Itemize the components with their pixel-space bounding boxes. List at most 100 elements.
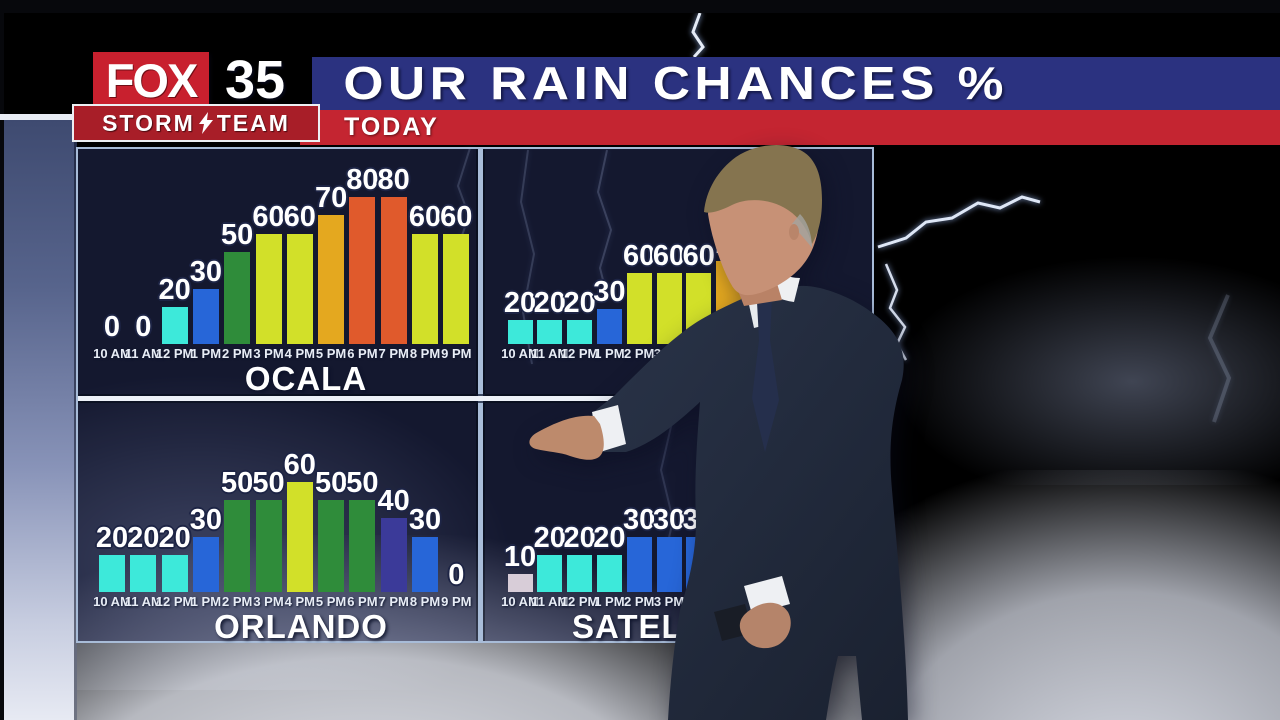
time-label: 5 PM [315, 594, 347, 609]
bar-value: 60 [252, 201, 285, 233]
bar-value: 60 [652, 240, 686, 272]
fox-logo-text: FOX [105, 53, 199, 107]
hair [704, 145, 822, 244]
time-label: 10 AM [501, 594, 539, 609]
bar-value: 30 [189, 504, 223, 536]
bar-value: 30 [623, 504, 656, 536]
bar [412, 537, 438, 592]
bar-value: 60 [283, 201, 316, 233]
forecast-panel-ocala: 10 AM 0 11 AM 0 12 PM 20 1 PM 30 2 PM 50 3 PM 60 4 P… [78, 149, 476, 397]
bar [255, 500, 282, 592]
bar [380, 518, 407, 592]
forecast-panel-orlando: 10 AM 20 11 AM 20 12 PM 20 1 PM 30 2 PM 50 3 PM 50 4… [78, 403, 476, 645]
time-label: 10 AM [93, 594, 131, 609]
time-label: 11 AM [531, 346, 569, 361]
bar [596, 555, 622, 592]
lightning-bolt-icon [691, 12, 705, 59]
bar-value: 60 [682, 240, 715, 272]
time-label: 10 AM [501, 346, 539, 361]
bar [567, 320, 593, 344]
bar [161, 307, 188, 344]
screen-left-bezel [0, 0, 4, 720]
time-label: 11 AM [531, 594, 569, 609]
lightning-bolt-icon [198, 112, 213, 134]
time-label: 2 PM [624, 594, 655, 609]
tie [752, 297, 779, 452]
subtitle-today: TODAY [344, 113, 439, 141]
bar [99, 555, 125, 592]
bar-value: 20 [158, 522, 191, 554]
time-label: 1 PM [190, 346, 222, 361]
bar [537, 320, 563, 344]
bar-value: 60 [623, 240, 656, 272]
time-label: 8 PM [409, 594, 441, 609]
bar [596, 309, 622, 344]
bar-value: 30 [593, 276, 626, 308]
bar-value: 80 [346, 164, 379, 196]
bar-value: 50 [221, 467, 254, 499]
time-label: 1 PM [594, 346, 625, 361]
lightning-bolt-icon [877, 195, 1041, 249]
bar-value: 20 [533, 522, 566, 554]
fox-logo: FOX [93, 52, 209, 108]
bar-value: 50 [346, 467, 379, 499]
bar [192, 537, 219, 592]
time-label: 11 AM [124, 594, 162, 609]
grid-divider-horizontal [78, 394, 872, 403]
team-label: TEAM [216, 109, 290, 136]
bar [507, 320, 533, 344]
bar [318, 500, 345, 592]
bar-value: 30 [652, 504, 686, 536]
bar-value: 20 [563, 287, 596, 319]
right-hand [739, 602, 791, 649]
bar-value: 20 [533, 287, 566, 319]
time-label: 4 PM [284, 346, 315, 361]
time-label: 7 PM [378, 594, 409, 609]
bar [626, 273, 652, 344]
time-label: 4 PM [284, 594, 315, 609]
time-label: 2 PM [222, 346, 253, 361]
bar-value: 20 [158, 274, 191, 306]
bar-value: 60 [408, 201, 442, 233]
bar [656, 273, 682, 344]
bar-value: 30 [189, 256, 223, 288]
subtitle-bar: TODAY [300, 110, 1280, 145]
time-label: 12 PM [560, 346, 599, 361]
bar-value: 0 [135, 311, 152, 343]
time-label: 12 PM [155, 594, 194, 609]
bar [537, 555, 563, 592]
screen-top-bezel [0, 0, 1280, 13]
bar-value: 50 [314, 467, 348, 499]
bar [380, 197, 407, 344]
bar [224, 500, 251, 592]
time-label: 3 PM [653, 594, 685, 609]
bar-value: 50 [221, 219, 254, 251]
time-label: 12 PM [560, 594, 599, 609]
time-label: 3 PM [253, 594, 284, 609]
bar [507, 574, 533, 592]
bar-value: 20 [95, 522, 129, 554]
time-label: 8 PM [409, 346, 441, 361]
bar [349, 500, 376, 592]
page-title: OUR RAIN CHANCES % [343, 57, 1008, 109]
bar [412, 234, 438, 344]
time-label: 12 PM [155, 346, 194, 361]
bar [286, 482, 313, 592]
time-label: 10 AM [93, 346, 131, 361]
bar [349, 197, 376, 344]
time-label: 11 AM [124, 346, 162, 361]
hair-gray-patch [792, 214, 812, 248]
bar-value: 10 [503, 541, 537, 573]
bar-value: 30 [408, 504, 442, 536]
bar [567, 555, 593, 592]
bar-value: 80 [377, 164, 410, 196]
bar-value: 0 [103, 311, 121, 343]
bar-value: 20 [503, 287, 537, 319]
bar [161, 555, 188, 592]
bar [192, 289, 219, 344]
time-label: 1 PM [190, 594, 222, 609]
bar [130, 555, 157, 592]
bar [656, 537, 682, 592]
storm-team-badge: STORM TEAM [72, 104, 320, 142]
